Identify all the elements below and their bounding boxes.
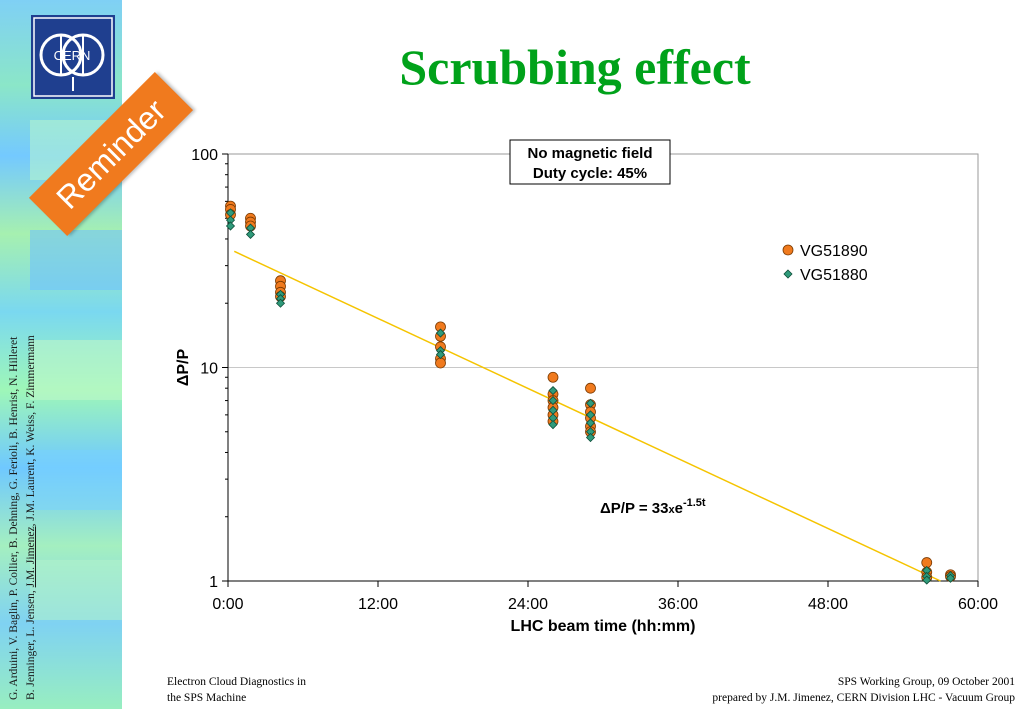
page-title: Scrubbing effect xyxy=(399,39,751,95)
cern-logo-text: CERN xyxy=(54,48,91,63)
fit-equation-exponent: -1.5t xyxy=(683,497,706,509)
x-tick-label: 60:00 xyxy=(958,596,998,613)
legend-marker-vg51890 xyxy=(782,244,794,256)
fit-equation-times: x xyxy=(668,504,675,516)
legend-label: VG51890 xyxy=(800,243,868,260)
x-axis-label: LHC beam time (hh:mm) xyxy=(511,618,696,635)
data-point-vg51880 xyxy=(275,298,286,308)
y-axis-label: ΔP/P xyxy=(175,349,192,387)
authors-line-1: G. Arduini, V. Baglin, P. Collier, B. De… xyxy=(8,336,20,700)
data-point-vg51880 xyxy=(585,432,596,443)
footer-right-line-1: SPS Working Group, 09 October 2001 xyxy=(837,676,1015,688)
fit-equation: ΔP/P = 33xe-1.5t xyxy=(600,497,706,517)
x-tick-label: 48:00 xyxy=(808,596,848,613)
footer-left: Electron Cloud Diagnostics in the SPS Ma… xyxy=(167,674,306,706)
legend-marker-vg51880 xyxy=(783,269,793,279)
data-point-vg51880 xyxy=(922,575,932,585)
data-point-vg51880 xyxy=(548,420,558,430)
data-point-vg51880 xyxy=(548,385,558,396)
footer-right-line-2: prepared by J.M. Jimenez, CERN Division … xyxy=(712,692,1015,704)
data-point-vg51880 xyxy=(945,573,956,583)
data-point-vg51890 xyxy=(585,382,596,394)
data-point-vg51880 xyxy=(435,328,446,338)
annotation-box xyxy=(509,139,671,185)
data-point-vg51880 xyxy=(245,229,256,240)
footer-right: SPS Working Group, 09 October 2001 prepa… xyxy=(712,674,1015,706)
scatter-chart: 1 10 100 0:00 12:00 24:00 36:00 48:00 60:00 LHC b… xyxy=(175,139,998,635)
data-point-vg51890 xyxy=(435,357,446,369)
authors-line-2: B. Jenninger, L. Jensen, J.M. Jimenez, J… xyxy=(25,335,37,700)
x-tick-label: 36:00 xyxy=(658,596,698,613)
data-point-vg51880 xyxy=(435,349,446,360)
x-tick-label: 0:00 xyxy=(212,596,243,613)
footer-left-line-1: Electron Cloud Diagnostics in xyxy=(167,676,306,688)
y-tick-label: 100 xyxy=(191,147,218,164)
data-point-vg51890 xyxy=(547,371,559,383)
annotation-line-2: Duty cycle: 45% xyxy=(533,165,647,182)
authors-line-2-end: , J.M. Laurent, K. Weiss, F. Zimmermann xyxy=(25,335,37,527)
fit-equation-base: e xyxy=(675,500,683,517)
cern-logo: CERN xyxy=(31,15,115,99)
y-tick-label: 1 xyxy=(209,574,218,591)
x-tick-label: 12:00 xyxy=(358,596,398,613)
fit-equation-prefix: ΔP/P = 33 xyxy=(600,500,668,517)
x-tick-label: 24:00 xyxy=(508,596,548,613)
stripe-block xyxy=(30,450,122,510)
stripe-block xyxy=(30,340,122,400)
data-point-vg51880 xyxy=(548,396,558,406)
data-point-vg51880 xyxy=(225,221,236,231)
authors-line-2-start: B. Jenninger, L. Jensen, xyxy=(25,587,37,700)
data-point-vg51880 xyxy=(585,418,596,428)
legend-label: VG51880 xyxy=(800,267,868,284)
annotation-line-1: No magnetic field xyxy=(527,145,652,162)
footer-left-line-2: the SPS Machine xyxy=(167,692,247,704)
data-point-vg51880 xyxy=(585,398,596,408)
y-tick-label: 10 xyxy=(200,361,218,378)
authors-line-2-highlight: J.M. Jimenez xyxy=(25,526,37,588)
stripe-block xyxy=(30,560,122,620)
stripe-block xyxy=(30,230,122,290)
